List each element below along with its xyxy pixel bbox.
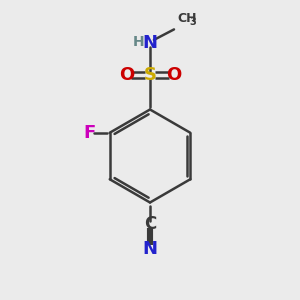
Text: H: H [133, 35, 145, 49]
Text: N: N [142, 240, 158, 258]
Text: S: S [143, 66, 157, 84]
Text: O: O [166, 66, 181, 84]
Text: 3: 3 [190, 17, 196, 27]
Text: C: C [144, 215, 156, 233]
Text: N: N [142, 34, 158, 52]
Text: O: O [119, 66, 134, 84]
Text: CH: CH [177, 13, 197, 26]
Text: F: F [83, 124, 95, 142]
